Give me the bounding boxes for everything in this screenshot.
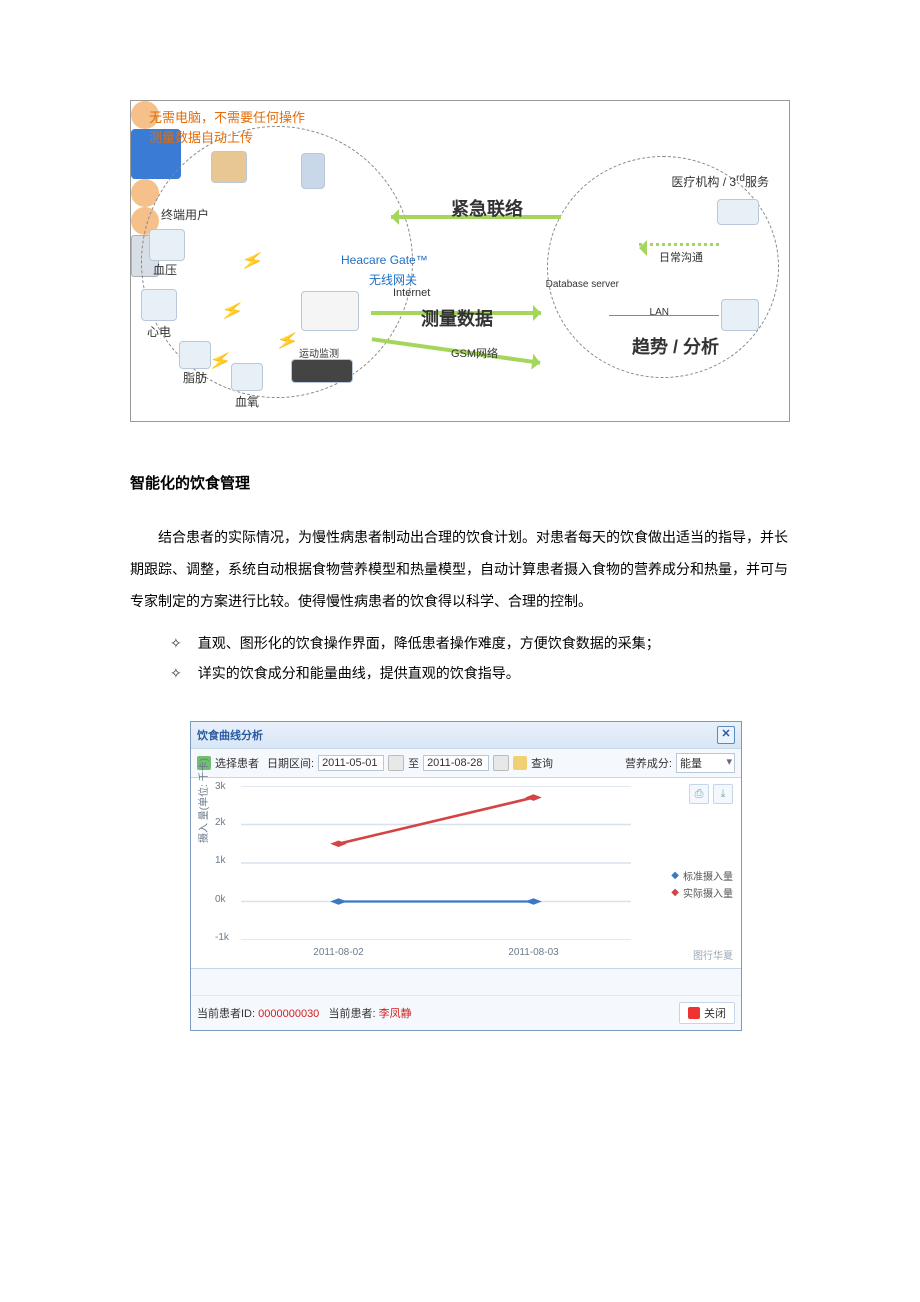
patient-id-value: 0000000030	[258, 1008, 319, 1020]
export-icon[interactable]: ⤓	[713, 784, 733, 804]
enduser-label: 终端用户	[161, 206, 209, 223]
ytick: -1k	[215, 932, 229, 943]
ytick: 1k	[215, 855, 226, 866]
close-icon[interactable]: ✕	[717, 726, 735, 744]
window-titlebar: 饮食曲线分析 ✕	[191, 722, 741, 749]
gsm-label: GSM网络	[451, 345, 498, 361]
plot: 3k 2k 1k 0k -1k 2011-08-02 2011-08-03	[241, 786, 631, 940]
calendar-icon[interactable]	[493, 755, 509, 771]
chart-area: ⎙ ⤓ 摄入 量(单位: 千卡)	[191, 778, 741, 969]
search-icon[interactable]	[513, 756, 527, 770]
motion-label: 运动监测	[299, 345, 339, 360]
date-to-input[interactable]: 2011-08-28	[423, 755, 489, 771]
fat-device-icon	[179, 341, 211, 369]
daily-arrow	[639, 243, 719, 246]
section-heading: 智能化的饮食管理	[130, 472, 790, 493]
legend-std: 标准摄入量	[683, 868, 733, 883]
legend: ◆标准摄入量 ◆实际摄入量	[671, 866, 733, 902]
nutrition-select[interactable]: 能量	[676, 753, 735, 773]
ecg-device-icon	[141, 289, 177, 321]
monitor-icon	[721, 299, 759, 331]
measure-label: 测量数据	[421, 305, 493, 331]
xtick: 2011-08-03	[508, 947, 558, 958]
xtick: 2011-08-02	[313, 947, 363, 958]
legend-act: 实际摄入量	[683, 885, 733, 900]
fat-label: 脂肪	[183, 369, 207, 386]
emergency-label: 紧急联络	[451, 195, 523, 221]
brand-label: Heacare Gate™	[341, 253, 428, 267]
query-button[interactable]: 查询	[531, 755, 553, 771]
daily-label: 日常沟通	[659, 249, 703, 265]
calendar-icon[interactable]	[388, 755, 404, 771]
institution-label: 医疗机构 / 3rd服务	[671, 173, 769, 190]
ytick: 0k	[215, 894, 226, 905]
lan-label: LAN	[650, 307, 669, 318]
phone-icon	[301, 153, 325, 189]
status-bar: 当前患者ID: 0000000030 当前患者: 李凤静 关闭	[191, 995, 741, 1030]
spo2-device-icon	[231, 363, 263, 391]
date-range-label: 日期区间:	[267, 755, 314, 771]
patient-id-label: 当前患者ID:	[197, 1008, 255, 1020]
gateway-device-icon	[301, 291, 359, 331]
toolbar: 选择患者 日期区间: 2011-05-01 至 2011-08-28 查询 营养…	[191, 749, 741, 778]
ytick: 3k	[215, 781, 226, 792]
y-axis-label: 摄入 量(单位: 千卡)	[195, 758, 210, 843]
nutrition-label: 营养成分:	[625, 755, 672, 771]
bp-device-icon	[149, 229, 185, 261]
lan-line	[609, 315, 719, 316]
fax-icon	[717, 199, 759, 225]
dbserver-label: Database server	[546, 279, 619, 290]
internet-label: Internet	[393, 287, 430, 299]
patient-name-label: 当前患者:	[328, 1008, 375, 1020]
house-icon	[211, 151, 247, 183]
gateway-label: 无线网关	[369, 271, 417, 288]
body-paragraph: 结合患者的实际情况，为慢性病患者制动出合理的饮食计划。对患者每天的饮食做出适当的…	[130, 523, 790, 620]
stop-icon	[688, 1007, 700, 1019]
motion-device-icon	[291, 359, 353, 383]
date-to-label: 至	[408, 755, 419, 771]
diet-curve-app: 饮食曲线分析 ✕ 选择患者 日期区间: 2011-05-01 至 2011-08…	[190, 721, 742, 1031]
ytick: 2k	[215, 817, 226, 828]
bp-label: 血压	[153, 261, 177, 278]
bullet-item: 详实的饮食成分和能量曲线，提供直观的饮食指导。	[170, 660, 790, 691]
network-diagram: 无需电脑，不需要任何操作 测量数据自动上传 终端用户 血压 心电 脂肪 血氧 运…	[130, 100, 790, 422]
bullet-item: 直观、图形化的饮食操作界面，降低患者操作难度，方便饮食数据的采集；	[170, 630, 790, 661]
trend-label: 趋势 / 分析	[632, 333, 719, 359]
print-icon[interactable]: ⎙	[689, 784, 709, 804]
watermark: 图行华夏	[693, 947, 733, 962]
close-button[interactable]: 关闭	[679, 1002, 735, 1024]
spo2-label: 血氧	[235, 393, 259, 410]
window-title: 饮食曲线分析	[197, 727, 263, 743]
ecg-label: 心电	[147, 323, 171, 340]
date-from-input[interactable]: 2011-05-01	[318, 755, 384, 771]
select-patient-label[interactable]: 选择患者	[215, 755, 259, 771]
patient-name-value: 李凤静	[379, 1008, 412, 1020]
